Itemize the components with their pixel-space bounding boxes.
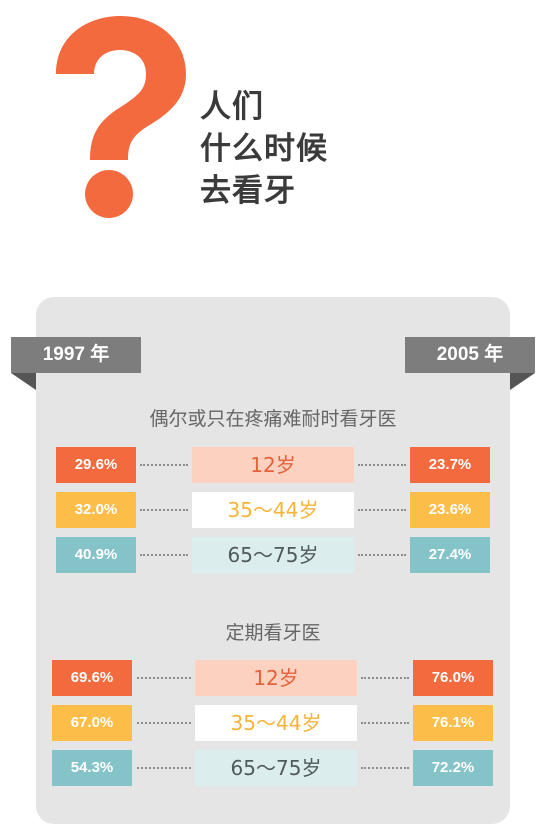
year-tag-fold-left — [11, 373, 36, 390]
value-2005: 23.6% — [410, 492, 490, 528]
question-mark-icon — [56, 16, 186, 218]
dotted-connector — [140, 509, 188, 511]
title-line-2: 什么时候 — [200, 131, 328, 167]
dotted-connector — [140, 464, 188, 466]
section-title-occasional: 偶尔或只在疼痛难耐时看牙医 — [149, 408, 397, 430]
age-group-label: 35～44岁 — [192, 492, 354, 528]
year-tag-fold-right — [510, 373, 535, 390]
dotted-connector — [137, 677, 191, 679]
year-tag-1997: 1997 年 — [11, 337, 141, 373]
table-row: 54.3% 65～75岁 72.2% — [0, 750, 546, 786]
dotted-connector — [358, 464, 406, 466]
value-1997: 32.0% — [56, 492, 136, 528]
dotted-connector — [361, 722, 409, 724]
age-group-label: 65～75岁 — [192, 537, 354, 573]
section-title-regular: 定期看牙医 — [225, 622, 321, 644]
title-line-1: 人们 — [200, 89, 264, 125]
table-row: 32.0% 35～44岁 23.6% — [0, 492, 546, 528]
dotted-connector — [361, 677, 409, 679]
value-2005: 76.0% — [413, 660, 493, 696]
age-group-label: 65～75岁 — [195, 750, 357, 786]
age-group-label: 12岁 — [195, 660, 357, 696]
dotted-connector — [358, 554, 406, 556]
dotted-connector — [137, 767, 191, 769]
value-1997: 69.6% — [52, 660, 132, 696]
dotted-connector — [358, 509, 406, 511]
value-1997: 29.6% — [56, 447, 136, 483]
value-1997: 40.9% — [56, 537, 136, 573]
age-group-label: 12岁 — [192, 447, 354, 483]
title-line-3: 去看牙 — [200, 173, 296, 209]
year-tag-2005: 2005 年 — [405, 337, 535, 373]
age-group-label: 35～44岁 — [195, 705, 357, 741]
value-2005: 76.1% — [413, 705, 493, 741]
value-1997: 67.0% — [52, 705, 132, 741]
table-row: 40.9% 65～75岁 27.4% — [0, 537, 546, 573]
value-2005: 27.4% — [410, 537, 490, 573]
table-row: 29.6% 12岁 23.7% — [0, 447, 546, 483]
value-1997: 54.3% — [52, 750, 132, 786]
dotted-connector — [137, 722, 191, 724]
page-title: 人们 什么时候 去看牙 — [200, 86, 328, 212]
value-2005: 72.2% — [413, 750, 493, 786]
value-2005: 23.7% — [410, 447, 490, 483]
dotted-connector — [361, 767, 409, 769]
dotted-connector — [140, 554, 188, 556]
table-row: 67.0% 35～44岁 76.1% — [0, 705, 546, 741]
table-row: 69.6% 12岁 76.0% — [0, 660, 546, 696]
